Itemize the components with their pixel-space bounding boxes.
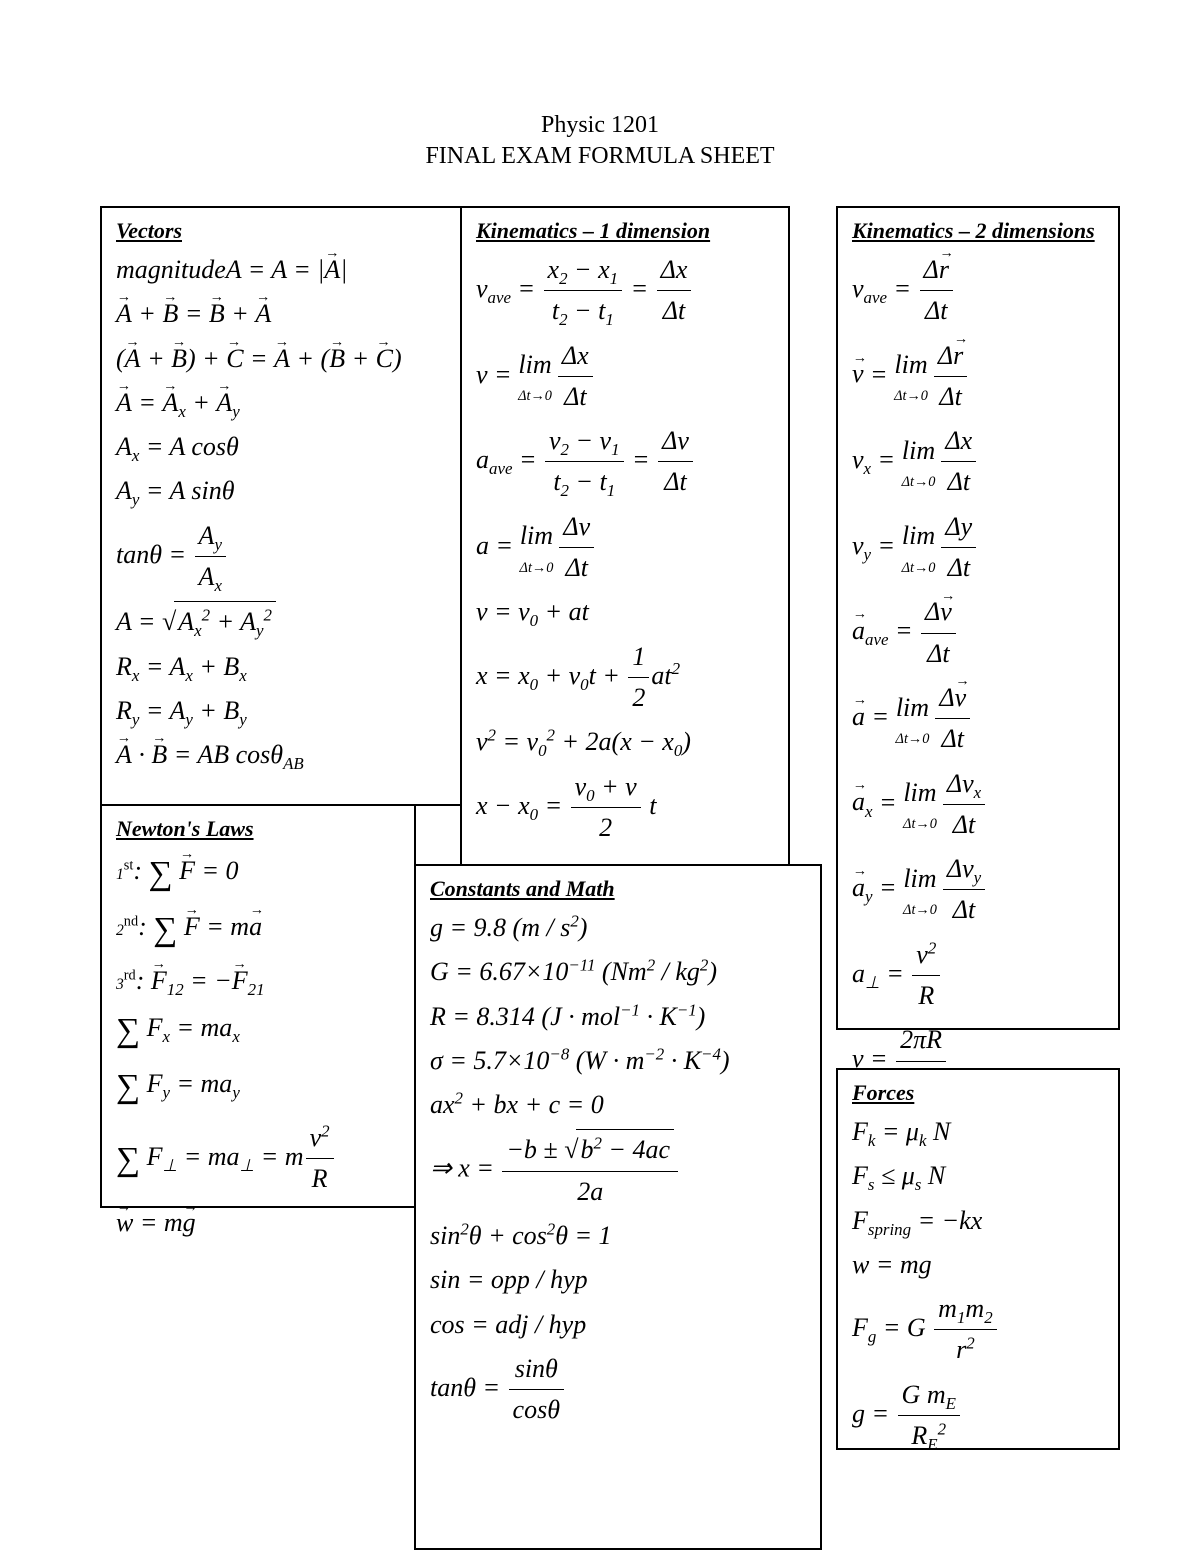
- formula-list: magnitudeA = A = |A| A + B = B + A (A + …: [116, 250, 446, 776]
- title-line: FINAL EXAM FORMULA SHEET: [0, 141, 1200, 172]
- formula: x = x0 + v0t + 12at2: [476, 637, 774, 719]
- formula: vave = ΔrΔt: [852, 250, 1104, 332]
- formula: w = mg: [116, 1203, 400, 1243]
- formula: σ = 5.7×10−8 (W · m−2 · K−4): [430, 1041, 806, 1081]
- formula-list: vave = ΔrΔt v = limΔt→0ΔrΔt vx = limΔt→0…: [852, 250, 1104, 1102]
- formula: g = G mERE2: [852, 1375, 1104, 1457]
- formula: 3rd: F12 = −F21: [116, 961, 400, 1001]
- formula: vy = limΔt→0ΔyΔt: [852, 507, 1104, 589]
- section-title: Vectors: [116, 218, 446, 244]
- formula: ∑ Fx = max: [116, 1005, 400, 1057]
- formula: Ay = A sinθ: [116, 471, 446, 511]
- formula: tanθ = sinθcosθ: [430, 1349, 806, 1431]
- formula: v = v0 + at: [476, 592, 774, 632]
- formula: ∑ Fy = may: [116, 1061, 400, 1113]
- formula: w = mg: [852, 1245, 1104, 1285]
- formula: aave = v2 − v1t2 − t1 = ΔvΔt: [476, 421, 774, 503]
- formula: A = Ax + Ay: [116, 383, 446, 423]
- formula: G = 6.67×10−11 (Nm2 / kg2): [430, 952, 806, 992]
- formula: ∑ F⊥ = ma⊥ = mv2R: [116, 1118, 400, 1200]
- formula: Fspring = −kx: [852, 1201, 1104, 1241]
- formula: sin2θ + cos2θ = 1: [430, 1216, 806, 1256]
- formula-list: g = 9.8 (m / s2) G = 6.67×10−11 (Nm2 / k…: [430, 908, 806, 1431]
- section-title: Forces: [852, 1080, 1104, 1106]
- formula: vave = x2 − x1t2 − t1 = ΔxΔt: [476, 250, 774, 332]
- section-title: Newton's Laws: [116, 816, 400, 842]
- formula: ay = limΔt→0ΔvyΔt: [852, 849, 1104, 931]
- formula: R = 8.314 (J · mol−1 · K−1): [430, 997, 806, 1037]
- formula: v2 = v02 + 2a(x − x0): [476, 722, 774, 762]
- formula: Ax = A cosθ: [116, 427, 446, 467]
- section-kin1d: Kinematics – 1 dimension vave = x2 − x1t…: [460, 206, 790, 866]
- formula: a = limΔt→0ΔvΔt: [476, 507, 774, 589]
- header: Physic 1201 FINAL EXAM FORMULA SHEET: [0, 110, 1200, 172]
- section-forces: Forces Fk = μk N Fs ≤ μs N Fspring = −kx…: [836, 1068, 1120, 1450]
- page: Physic 1201 FINAL EXAM FORMULA SHEET Vec…: [0, 0, 1200, 1553]
- formula-list: vave = x2 − x1t2 − t1 = ΔxΔt v = limΔt→0…: [476, 250, 774, 848]
- formula: a = limΔt→0ΔvΔt: [852, 678, 1104, 760]
- formula-list: Fk = μk N Fs ≤ μs N Fspring = −kx w = mg…: [852, 1112, 1104, 1456]
- formula: aave = ΔvΔt: [852, 592, 1104, 674]
- section-newton: Newton's Laws 1st: ∑ F = 0 2nd: ∑ F = ma…: [100, 804, 416, 1208]
- formula: tanθ = AyAx: [116, 516, 446, 598]
- formula: ax2 + bx + c = 0: [430, 1085, 806, 1125]
- section-vectors: Vectors magnitudeA = A = |A| A + B = B +…: [100, 206, 462, 806]
- section-kin2d: Kinematics – 2 dimensions vave = ΔrΔt v …: [836, 206, 1120, 1030]
- formula: sin = opp / hyp: [430, 1260, 806, 1300]
- formula: Fs ≤ μs N: [852, 1156, 1104, 1196]
- formula: Fk = μk N: [852, 1112, 1104, 1152]
- section-title: Kinematics – 2 dimensions: [852, 218, 1104, 244]
- formula: A + B = B + A: [116, 294, 446, 334]
- formula: 1st: ∑ F = 0: [116, 848, 400, 900]
- section-title: Constants and Math: [430, 876, 806, 902]
- formula: cos = adj / hyp: [430, 1305, 806, 1345]
- course-line: Physic 1201: [0, 110, 1200, 141]
- formula: 2nd: ∑ F = ma: [116, 904, 400, 956]
- formula: x − x0 = v0 + v2 t: [476, 767, 774, 849]
- formula: g = 9.8 (m / s2): [430, 908, 806, 948]
- formula: ⇒ x = −b ± √b2 − 4ac2a: [430, 1129, 806, 1212]
- formula: v = limΔt→0ΔrΔt: [852, 336, 1104, 418]
- formula: vx = limΔt→0ΔxΔt: [852, 421, 1104, 503]
- formula: A · B = AB cosθAB: [116, 735, 446, 775]
- formula: magnitudeA = A = |A|: [116, 250, 446, 290]
- formula: A = √Ax2 + Ay2: [116, 601, 446, 642]
- formula: ax = limΔt→0ΔvxΔt: [852, 764, 1104, 846]
- section-constants: Constants and Math g = 9.8 (m / s2) G = …: [414, 864, 822, 1550]
- formula: v = limΔt→0ΔxΔt: [476, 336, 774, 418]
- formula: Fg = G m1m2r2: [852, 1289, 1104, 1371]
- section-title: Kinematics – 1 dimension: [476, 218, 774, 244]
- formula: a⊥ = v2R: [852, 935, 1104, 1017]
- formula: Rx = Ax + Bx: [116, 647, 446, 687]
- formula: (A + B) + C = A + (B + C): [116, 339, 446, 379]
- formula-list: 1st: ∑ F = 0 2nd: ∑ F = ma 3rd: F12 = −F…: [116, 848, 400, 1244]
- formula: Ry = Ay + By: [116, 691, 446, 731]
